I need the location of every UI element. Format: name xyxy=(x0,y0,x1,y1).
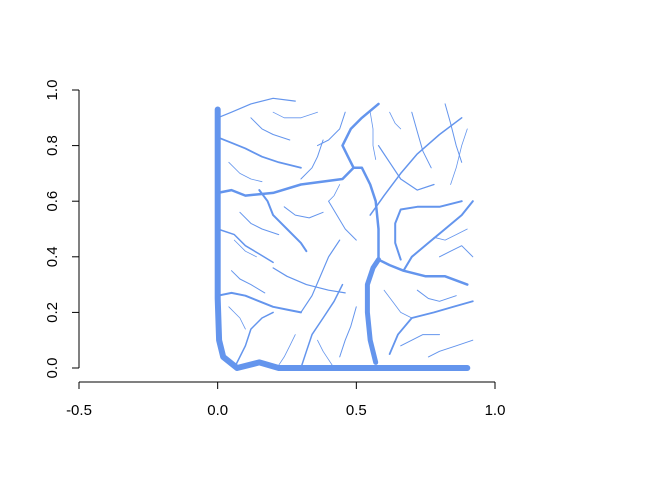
river-segment-17 xyxy=(217,97,296,119)
river-segment-36 xyxy=(369,111,377,160)
river-segment-45 xyxy=(272,111,318,119)
river-segment-40 xyxy=(228,306,246,330)
river-segment-30 xyxy=(339,306,357,358)
river-segment-13 xyxy=(216,228,274,264)
river-segment-10 xyxy=(402,200,474,272)
river-segment-26 xyxy=(250,117,291,141)
chart-axes xyxy=(78,90,495,383)
river-segment-31 xyxy=(400,334,440,347)
river-segment-46 xyxy=(389,111,402,130)
y-tick-label: 1.0 xyxy=(44,80,61,101)
river-segment-2 xyxy=(364,257,381,365)
river-segment-35 xyxy=(228,161,263,183)
x-tick-label: 0.0 xyxy=(207,402,228,419)
x-tick-label: 1.0 xyxy=(485,402,506,419)
river-segment-9 xyxy=(394,200,463,261)
river-segment-3 xyxy=(216,166,355,197)
river-segment-8 xyxy=(258,189,308,253)
river-segment-34 xyxy=(283,206,324,219)
river-segment-15 xyxy=(300,283,344,369)
river-segment-25 xyxy=(317,111,346,147)
x-tick-label: -0.5 xyxy=(66,402,92,419)
river-segment-24 xyxy=(444,103,463,163)
y-tick-label: 0.0 xyxy=(44,358,61,379)
y-tick-label: 0.8 xyxy=(44,135,61,156)
river-segment-33 xyxy=(439,245,474,258)
river-segment-16 xyxy=(233,311,274,369)
river-segment-21 xyxy=(231,270,266,294)
y-tick-label: 0.6 xyxy=(44,191,61,212)
y-axis-ticks: 0.0 0.2 0.4 0.6 0.8 1.0 xyxy=(44,80,79,379)
y-tick-label: 0.2 xyxy=(44,302,61,323)
river-network-series xyxy=(214,97,474,371)
river-segment-41 xyxy=(433,228,468,241)
river-segment-43 xyxy=(328,184,341,202)
river-segment-23 xyxy=(411,111,432,169)
river-segment-39 xyxy=(317,339,335,369)
river-segment-29 xyxy=(416,289,457,302)
river-segment-5 xyxy=(377,258,469,286)
river-segment-18 xyxy=(300,239,341,313)
river-segment-32 xyxy=(427,339,474,358)
river-segment-20 xyxy=(377,145,435,191)
river-segment-11 xyxy=(216,136,302,169)
river-segment-12 xyxy=(388,300,474,355)
river-segment-27 xyxy=(239,211,280,236)
x-tick-label: 0.5 xyxy=(346,402,367,419)
y-tick-label: 0.4 xyxy=(44,246,61,267)
river-segment-28 xyxy=(328,200,357,241)
x-axis-ticks: -0.5 0.0 0.5 1.0 xyxy=(66,382,505,419)
river-segment-6 xyxy=(352,166,380,261)
river-segment-14 xyxy=(369,117,463,216)
river-segment-42 xyxy=(383,289,413,319)
river-segment-1 xyxy=(214,106,471,371)
river-segment-37 xyxy=(450,128,468,185)
river-segment-44 xyxy=(233,239,257,258)
river-segment-7 xyxy=(216,291,302,314)
river-segment-4 xyxy=(341,102,380,170)
river-segment-19 xyxy=(272,267,346,294)
river-segment-38 xyxy=(278,334,296,366)
river-segment-22 xyxy=(300,139,324,180)
